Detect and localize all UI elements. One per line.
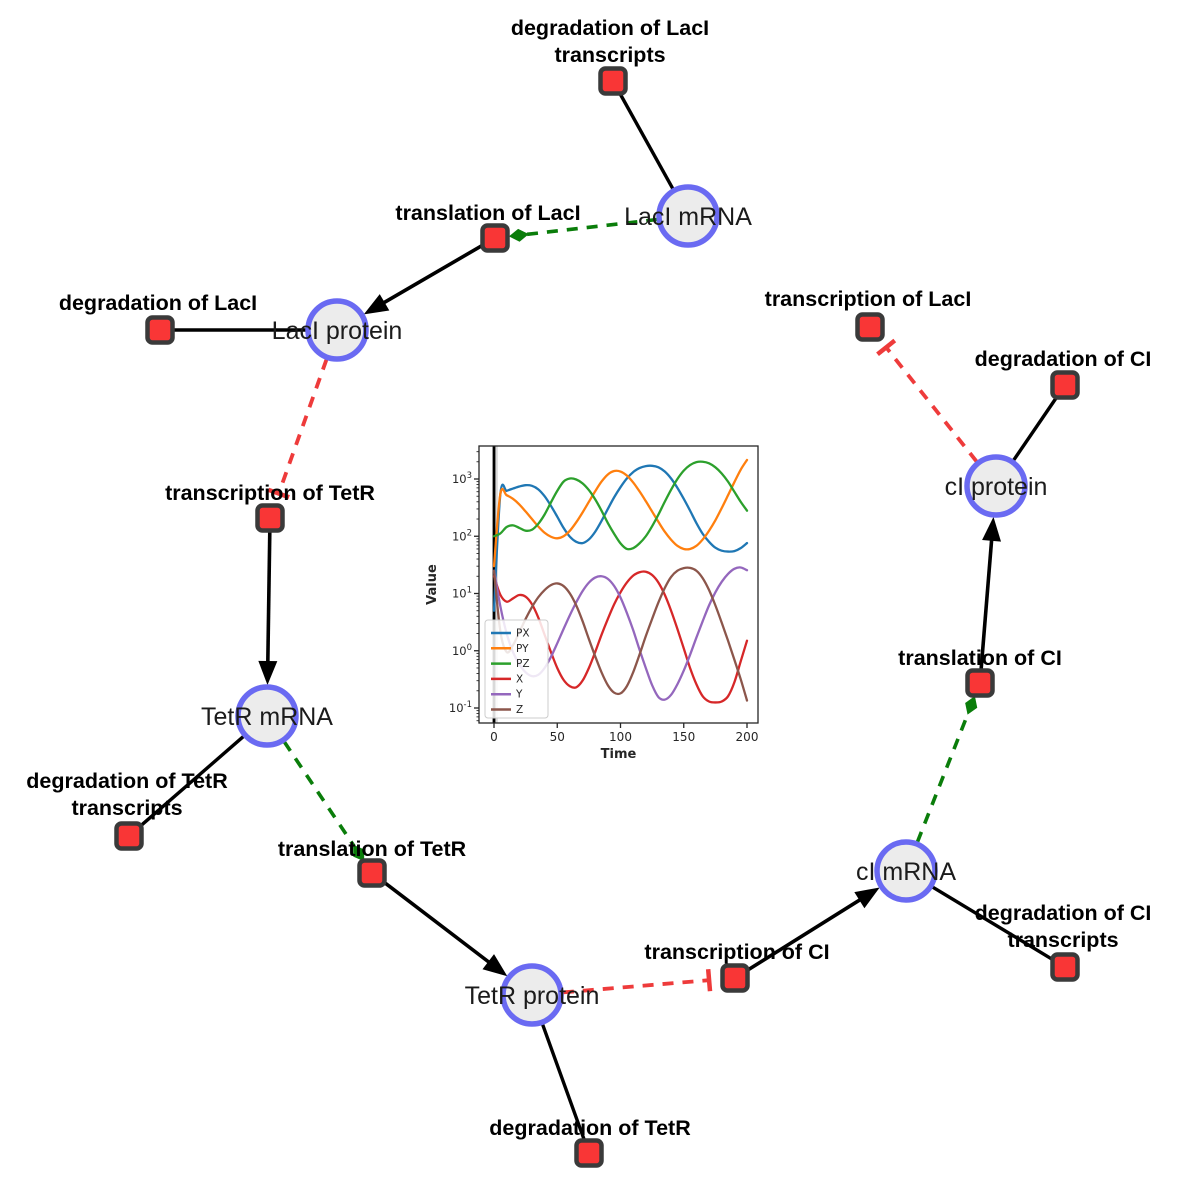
legend-label-PY: PY [516,643,529,655]
chart-legend: PX PY PZ XYZ [484,619,549,719]
x-axis-label: Time [601,747,637,762]
series-line-X [492,570,749,704]
nodes-layer [114,66,1080,1168]
legend-label-PX: PX [516,628,530,640]
edge-transl_laci-to-laci_protein-arrowhead-icon [363,294,390,315]
reaction-label-deg_tetr_tx: degradation of TetR transcripts [26,769,228,820]
edge-transl_ci-to-ci_protein-arrowhead-icon [982,516,1002,542]
edge-laci_mrna-to-transl_laci [526,217,658,237]
edge-ci_mrna-to-deg_ci_tx [931,885,1055,962]
x-tick-label: 0 [490,730,498,744]
edges-layer [137,91,1060,1142]
edge-transl_laci-to-laci_protein [376,242,485,308]
edge-tx_tetr-to-tetr_mrna-arrowhead-icon [258,660,278,686]
species-label-tetr_mrna: TetR mRNA [201,703,333,731]
edge-tx_ci-to-ci_mrna [745,894,868,973]
edge-tetr_mrna-to-transl_tetr-diamond-icon [353,844,365,862]
series-line-PZ [492,460,749,551]
species-node-tetr_mrna[interactable] [235,684,299,748]
reaction-label-tx_ci: transcription of CI [644,940,829,964]
x-tick-label: 100 [609,730,632,744]
y-tick-label: 102 [452,528,472,543]
labels-layer: degradation of LacI transcripts translatio… [26,16,1151,1140]
edge-laci_mrna-to-transl_laci-diamond-icon [508,228,529,242]
edge-laci_protein-to-tx_tetr-tbar-icon [267,487,290,500]
reaction-node-transl_ci[interactable] [965,668,995,698]
species-node-tetr_protein[interactable] [500,963,564,1027]
y-axis-label: Value [425,564,440,605]
legend-label-Z: Z [516,704,523,716]
edge-tetr_protein-to-tx_ci-tbar-icon [705,969,713,992]
axes-spines [478,445,759,724]
x-tick-label: 50 [550,730,565,744]
species-label-laci_protein: LacI protein [272,317,403,345]
reaction-label-deg_laci: degradation of LacI [59,291,257,315]
legend-label-Y: Y [515,689,523,701]
reaction-label-transl_ci: translation of CI [898,646,1062,670]
x-tick-label: 150 [672,730,695,744]
edge-tx_ci-to-ci_mrna-arrowhead-icon [854,887,880,909]
reaction-label-transl_tetr: translation of TetR [278,837,467,861]
species-label-ci_mrna: cI mRNA [856,858,956,886]
edge-tetr_protein-to-tx_ci [562,978,710,995]
edge-tetr_mrna-to-deg_tetr_tx [137,735,245,829]
species-node-ci_mrna[interactable] [874,839,938,903]
reaction-node-tx_laci[interactable] [855,312,885,342]
edge-laci_protein-to-tx_tetr [276,358,329,495]
edge-tetr_protein-to-deg_tetr [540,1023,587,1142]
species-node-laci_mrna[interactable] [656,184,720,248]
species-node-ci_protein[interactable] [964,454,1028,518]
reaction-node-transl_laci[interactable] [480,223,510,253]
y-tick-label: 103 [452,471,472,486]
edge-tx_tetr-to-tetr_mrna [265,530,272,670]
reaction-label-tx_laci: transcription of LacI [765,287,972,311]
x-tick-label: 200 [736,730,759,744]
reaction-node-transl_tetr[interactable] [357,858,387,888]
reaction-node-deg_tetr[interactable] [574,1138,604,1168]
edge-ci_protein-to-tx_laci-tbar-icon [876,338,897,356]
y-tick-label: 100 [452,643,472,658]
edge-ci_protein-to-tx_laci [884,346,979,463]
edge-transl_ci-to-ci_protein [979,532,994,671]
reaction-label-deg_laci_tx: degradation of LacI transcripts [511,16,709,67]
reaction-label-tx_tetr: transcription of TetR [165,481,375,505]
edge-tetr_mrna-to-transl_tetr [282,740,356,848]
edge-ci_mrna-to-transl_ci [915,712,970,843]
reaction-label-deg_tetr: degradation of TetR [489,1116,691,1140]
edge-laci_mrna-to-deg_laci_tx [617,91,675,190]
reaction-node-deg_ci_tx[interactable] [1050,952,1080,982]
species-label-tetr_protein: TetR protein [465,982,600,1010]
series-line-Z [492,566,749,702]
reaction-label-transl_laci: translation of LacI [395,201,580,225]
species-label-laci_mrna: LacI mRNA [624,203,752,231]
legend-label-X: X [516,673,523,685]
reaction-node-tx_tetr[interactable] [255,503,285,533]
edge-ci_mrna-to-transl_ci-diamond-icon [965,696,978,715]
reaction-label-deg_ci_tx: degradation of CI transcripts [975,901,1152,952]
reaction-node-deg_laci_tx[interactable] [598,66,628,96]
edge-ci_protein-to-deg_ci [1012,394,1060,462]
reaction-label-deg_ci: degradation of CI [975,347,1152,371]
reaction-node-tx_ci[interactable] [720,963,750,993]
edge-transl_tetr-to-tetr_protein-arrowhead-icon [482,954,508,977]
y-tick-label: 10-1 [449,700,472,715]
species-node-laci_protein[interactable] [305,298,369,362]
legend-label-PZ: PZ [516,658,530,670]
reaction-node-deg_ci[interactable] [1050,370,1080,400]
reaction-node-deg_tetr_tx[interactable] [114,821,144,851]
edge-transl_tetr-to-tetr_protein [381,879,496,968]
reaction-node-deg_laci[interactable] [145,315,175,345]
series-line-PY [492,458,749,568]
y-tick-label: 101 [452,586,472,601]
species-label-ci_protein: cI protein [945,473,1048,501]
